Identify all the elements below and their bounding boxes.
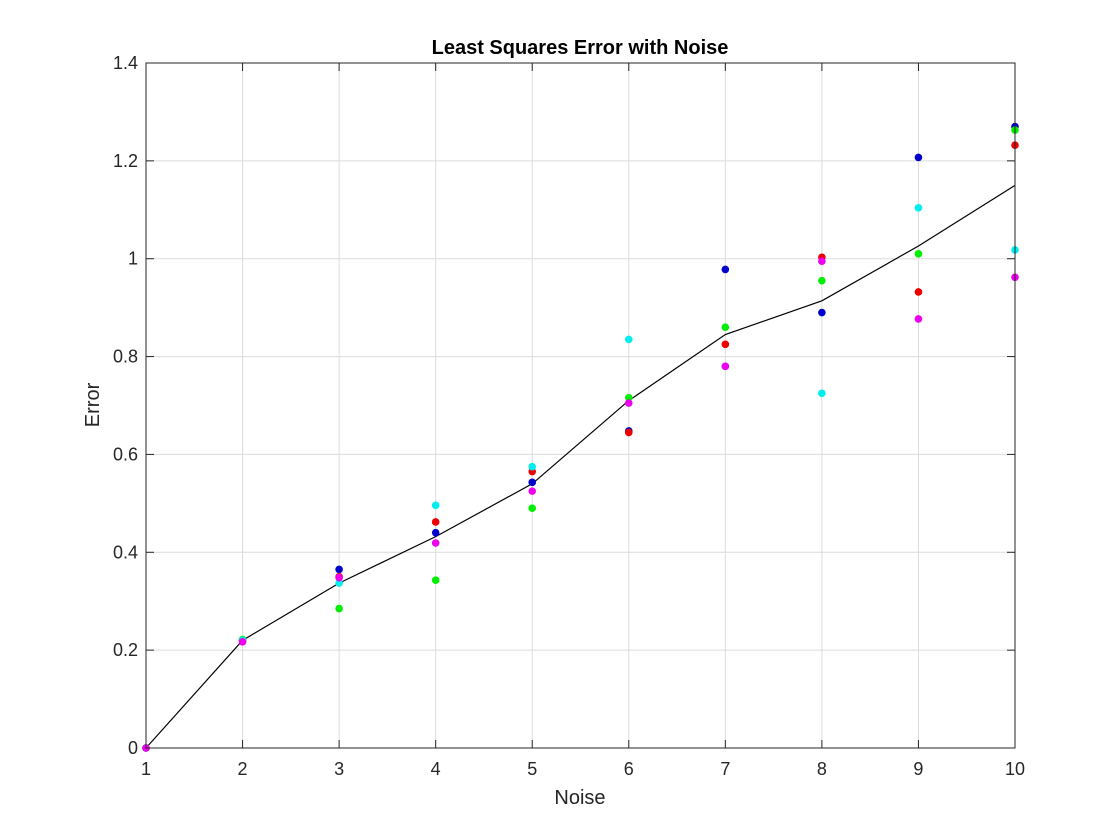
x-tick-label: 2: [238, 759, 248, 779]
x-tick-label: 3: [334, 759, 344, 779]
data-point: [721, 265, 730, 274]
data-point: [624, 428, 633, 437]
x-tick-label: 9: [913, 759, 923, 779]
data-point: [238, 638, 247, 646]
axes-background: [146, 63, 1015, 748]
y-tick-label: 1.2: [113, 151, 138, 171]
y-tick-label: 1: [128, 249, 138, 269]
y-tick-label: 0: [128, 738, 138, 758]
data-point: [431, 539, 440, 547]
data-point: [721, 362, 730, 371]
x-tick-label: 1: [141, 759, 151, 779]
data-point: [914, 204, 923, 212]
y-tick-label: 0.2: [113, 640, 138, 660]
data-point: [914, 288, 923, 296]
data-point: [624, 335, 633, 344]
data-point: [335, 604, 343, 613]
data-point: [431, 501, 440, 510]
data-point: [721, 340, 730, 349]
data-point: [624, 393, 633, 402]
axes-box: [145, 62, 1016, 749]
x-tick-label: 10: [1005, 759, 1025, 779]
y-tick-label: 0.8: [113, 347, 138, 367]
data-point: [914, 315, 923, 323]
data-point: [818, 276, 826, 285]
data-point: [335, 573, 343, 582]
data-point: [431, 576, 440, 584]
tick-marks: [145, 62, 1016, 749]
data-point: [818, 389, 826, 398]
mean-line: [145, 184, 1016, 749]
x-axis-label: Noise: [554, 787, 605, 809]
x-tick-label: 5: [527, 759, 537, 779]
data-point: [818, 308, 826, 317]
data-point: [528, 487, 537, 495]
data-point: [624, 399, 633, 407]
y-tick-label: 0.4: [113, 542, 138, 562]
data-point: [335, 579, 343, 587]
data-point: [818, 257, 826, 265]
data-point: [431, 518, 440, 526]
x-tick-label: 7: [720, 759, 730, 779]
y-tick-label: 0.6: [113, 444, 138, 464]
data-point: [914, 250, 923, 258]
y-axis-label: Error: [82, 382, 104, 427]
x-tick-labels: 1 2 3 4 5 6 7 8 9 10: [141, 759, 1025, 779]
y-tick-labels: 0 0.2 0.4 0.6 0.8 1 1.2 1.4: [113, 53, 138, 758]
x-tick-label: 8: [817, 759, 827, 779]
data-point: [335, 565, 343, 574]
y-tick-label: 1.4: [113, 53, 138, 73]
data-point: [721, 323, 730, 332]
chart-title: Least Squares Error with Noise: [432, 37, 729, 59]
x-tick-label: 4: [431, 759, 441, 779]
data-point: [528, 462, 537, 471]
data-point: [528, 504, 537, 513]
data-point: [914, 153, 923, 162]
data-point: [431, 528, 440, 537]
data-point: [528, 478, 537, 487]
series-line: [145, 184, 1016, 749]
x-tick-label: 6: [624, 759, 634, 779]
